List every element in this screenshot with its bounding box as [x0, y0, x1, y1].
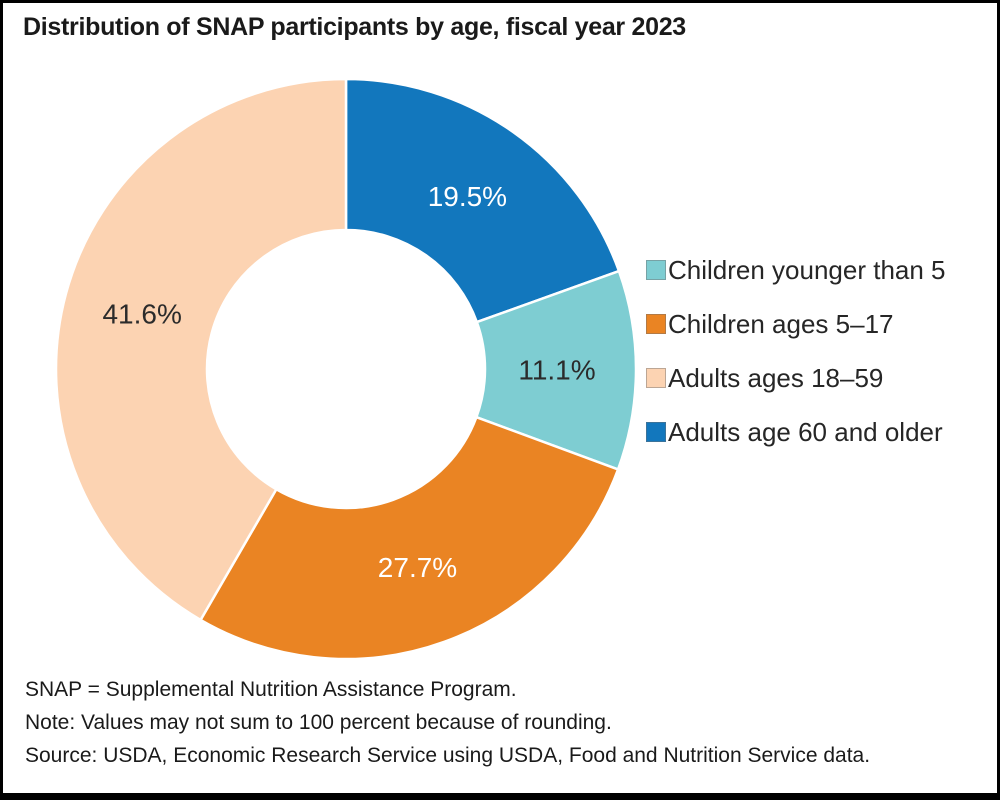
chart-footnotes: SNAP = Supplemental Nutrition Assistance…	[25, 673, 870, 772]
legend-label: Adults age 60 and older	[668, 416, 943, 447]
legend-item-adults-ages-18-59: Adults ages 18–59	[646, 351, 946, 405]
footnote-source: Source: USDA, Economic Research Service …	[25, 744, 871, 767]
donut-slice-children-younger-than-5	[475, 269, 638, 471]
donut-slice-adults-age-60-and-older	[344, 77, 621, 324]
legend-swatch-icon	[646, 422, 666, 442]
legend-label: Adults ages 18–59	[668, 362, 884, 393]
footnote-snap-definition: SNAP = Supplemental Nutrition Assistance…	[25, 678, 517, 701]
donut-chart: 19.5% 11.1% 27.7% 41.6%	[54, 77, 638, 661]
donut-slice-adults-ages-18-59	[54, 77, 348, 622]
slice-value-label-adults-ages-18-59: 41.6%	[102, 299, 181, 330]
legend-swatch-icon	[646, 260, 666, 280]
legend-swatch-icon	[646, 314, 666, 334]
slice-value-label-children-younger-than-5: 11.1%	[518, 355, 595, 386]
legend-item-children-ages-5-17: Children ages 5–17	[646, 297, 946, 351]
slice-value-label-children-ages-5-17: 27.7%	[378, 552, 457, 583]
legend-swatch-icon	[646, 368, 666, 388]
chart-legend: Children younger than 5 Children ages 5–1…	[646, 243, 946, 459]
slice-value-label-adults-age-60-and-older: 19.5%	[428, 181, 507, 212]
footnote-rounding: Note: Values may not sum to 100 percent …	[25, 711, 612, 734]
chart-title: Distribution of SNAP participants by age…	[23, 13, 686, 41]
legend-item-adults-age-60-and-older: Adults age 60 and older	[646, 405, 946, 459]
legend-label: Children ages 5–17	[668, 308, 894, 339]
donut-slice-children-ages-5-17	[199, 415, 620, 661]
legend-label: Children younger than 5	[668, 254, 946, 285]
legend-item-children-younger-than-5: Children younger than 5	[646, 243, 946, 297]
